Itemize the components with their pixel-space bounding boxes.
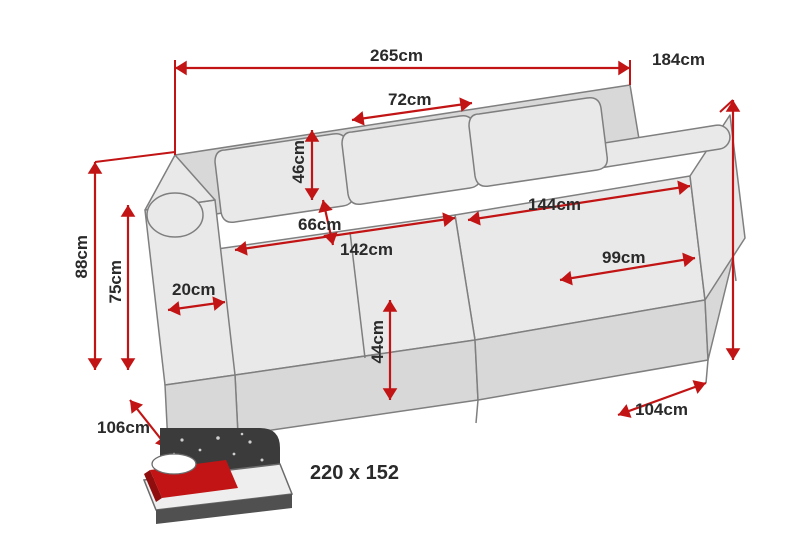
sleep-function-icon	[130, 420, 310, 530]
label-bed-size: 220 x 152	[310, 462, 399, 485]
dim-line-depth-right	[618, 383, 706, 415]
diagram-stage: 265cm 184cm 88cm 75cm 46cm 72cm 66cm 142…	[0, 0, 800, 533]
sofa-drawing	[0, 0, 800, 533]
